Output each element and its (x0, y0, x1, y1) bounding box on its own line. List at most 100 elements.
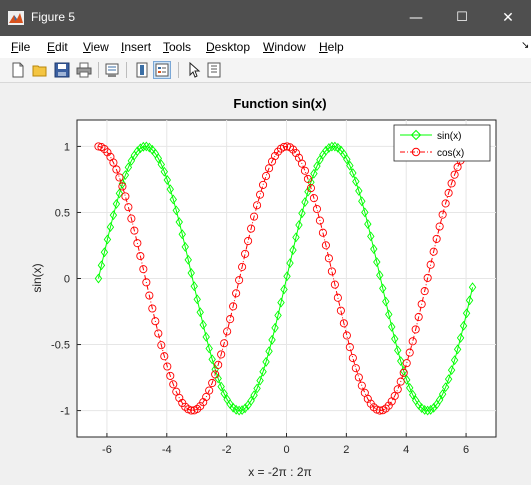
cos-data-marker (112, 165, 121, 174)
x-tick-labels: -6 -4 -2 0 2 4 6 (102, 444, 469, 456)
menu-file[interactable]: File (11, 40, 31, 54)
cos-data-marker (193, 404, 202, 413)
cos-data-marker (330, 280, 339, 289)
sin-data-marker (450, 355, 459, 366)
figure-toolbar (0, 58, 531, 83)
cos-data-marker (417, 300, 426, 309)
print-preview-icon[interactable] (104, 62, 120, 78)
cos-data-marker (136, 251, 145, 261)
sin-data-marker (169, 194, 177, 205)
cos-data-marker (336, 306, 345, 315)
cos-data-marker (303, 174, 313, 183)
matlab-logo-icon (8, 11, 24, 25)
minimize-button[interactable]: — (409, 10, 423, 26)
sin-data-marker (202, 331, 210, 342)
property-editor-icon[interactable] (206, 62, 222, 78)
y-tick-label: -0.5 (51, 340, 70, 352)
cos-data-marker (205, 386, 214, 395)
cos-data-marker (345, 343, 354, 352)
sin-data-marker (175, 217, 183, 227)
legend[interactable]: sin(x) cos(x) (393, 124, 491, 162)
cos-data-marker (262, 172, 271, 181)
menu-tools[interactable]: Tools (163, 40, 192, 54)
sin-data-marker (304, 186, 312, 197)
cos-data-marker (127, 214, 136, 223)
sin-data-marker (301, 197, 309, 208)
cos-data-marker (321, 241, 330, 250)
cos-data-marker (414, 312, 423, 322)
sin-data-marker (103, 234, 112, 245)
data-series (94, 141, 477, 416)
menu-window[interactable]: Window (263, 40, 306, 54)
legend-icon[interactable] (153, 61, 171, 79)
cos-data-marker (426, 260, 435, 269)
close-button[interactable]: ✕ (502, 10, 514, 26)
pointer-icon[interactable] (186, 62, 202, 78)
sin-data-marker (115, 188, 124, 199)
menu-help[interactable]: Help (319, 40, 344, 54)
cos-data-marker (115, 173, 124, 182)
cos-data-marker (169, 380, 178, 389)
cos-data-marker (390, 391, 399, 400)
sin-data-marker (109, 210, 118, 221)
cos-data-marker (300, 166, 310, 175)
cos-data-marker (223, 327, 232, 336)
toolbar-separator (178, 62, 179, 78)
x-tick-label: -6 (102, 444, 112, 456)
menu-edit[interactable]: Edit (47, 40, 68, 54)
cos-data-marker (450, 170, 459, 179)
save-icon[interactable] (54, 62, 70, 78)
cos-data-marker (160, 352, 169, 361)
cos-data-marker (423, 273, 432, 282)
cos-data-marker (229, 302, 238, 311)
cos-data-marker (441, 199, 450, 208)
sin-data-marker (438, 389, 447, 400)
sin-data-marker (172, 205, 180, 216)
x-tick-label: 2 (343, 444, 349, 456)
menu-desktop[interactable]: Desktop (206, 40, 251, 54)
cos-data-marker (396, 377, 405, 386)
sin-data-marker (462, 308, 471, 319)
new-figure-icon[interactable] (10, 62, 26, 78)
cos-data-marker (351, 364, 360, 373)
sin-data-marker (271, 322, 279, 333)
sin-data-marker (465, 295, 474, 306)
menu-view[interactable]: View (83, 40, 109, 54)
cos-data-marker (354, 373, 363, 382)
sin-cos-plot: -6 -4 -2 0 2 4 6 -1 -0.5 0 0.5 1 Function sin(x) x… (30, 96, 497, 479)
sin-data-marker (397, 356, 405, 367)
print-icon[interactable] (76, 62, 92, 78)
sin-data-marker (259, 366, 267, 377)
sin-data-marker (325, 143, 333, 153)
y-axis-label: sin(x) (30, 263, 44, 292)
open-file-icon[interactable] (32, 62, 48, 78)
cos-data-marker (327, 267, 336, 276)
cos-data-marker (375, 406, 384, 415)
cos-data-marker (297, 159, 307, 168)
menu-overflow-icon[interactable]: ↘ (521, 40, 530, 51)
cos-data-marker (181, 402, 190, 411)
sin-data-marker (426, 404, 435, 415)
cos-data-marker (402, 359, 411, 368)
sin-data-marker (235, 405, 243, 416)
cos-data-marker (315, 216, 324, 225)
cos-data-marker (411, 325, 420, 334)
sin-data-marker (100, 247, 109, 258)
legend-cos-label: cos(x) (437, 148, 464, 159)
cos-data-marker (312, 204, 321, 214)
cos-data-marker (357, 381, 366, 390)
sin-data-marker (253, 383, 261, 394)
cos-data-marker (208, 378, 217, 388)
cos-data-marker (187, 406, 196, 415)
sin-data-marker (160, 166, 169, 177)
colorbar-icon[interactable] (134, 62, 150, 78)
sin-data-marker (352, 176, 360, 187)
menu-insert[interactable]: Insert (121, 40, 152, 54)
cos-data-marker (163, 362, 172, 371)
sin-data-marker (205, 343, 213, 354)
cos-data-marker (333, 293, 342, 302)
cos-data-marker (432, 234, 441, 243)
cos-data-marker (381, 404, 390, 413)
cos-data-marker (429, 247, 438, 256)
maximize-button[interactable]: ☐ (456, 10, 468, 25)
